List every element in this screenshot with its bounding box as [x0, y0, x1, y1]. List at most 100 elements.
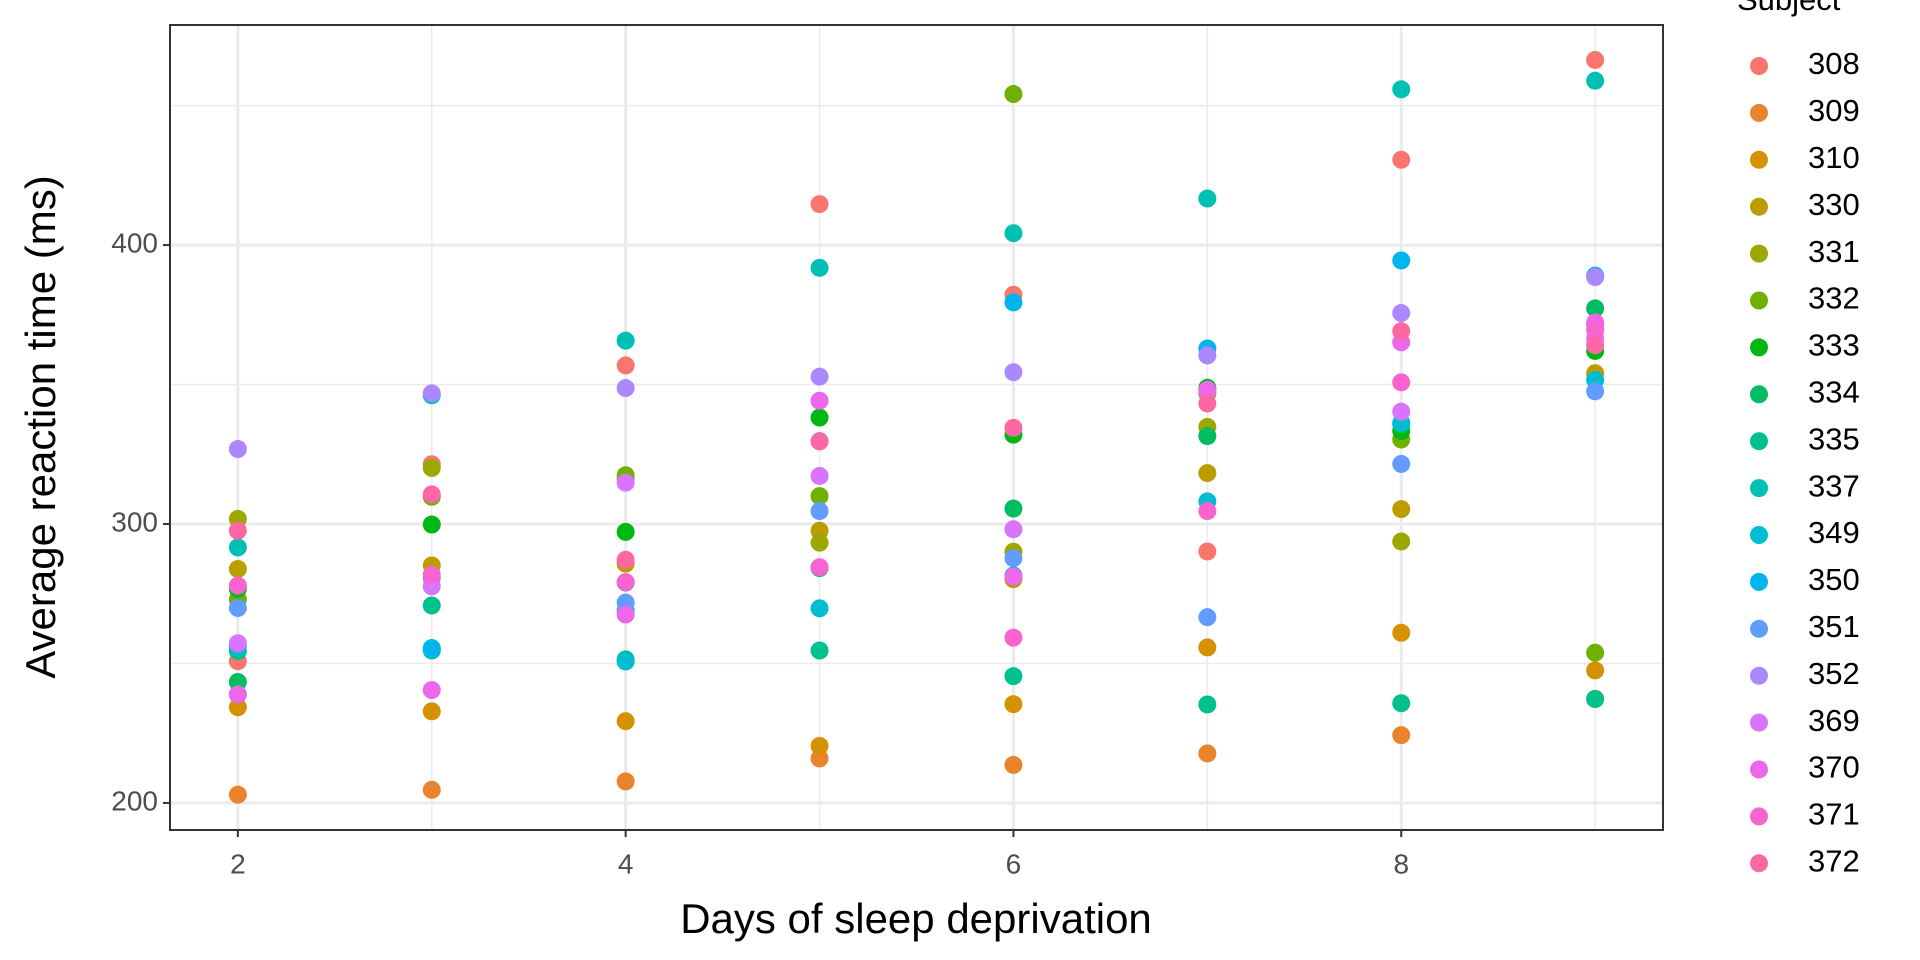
point	[1392, 251, 1411, 270]
x-axis-title: Days of sleep deprivation	[680, 895, 1152, 942]
legend-label: 369	[1808, 703, 1860, 738]
point	[1198, 189, 1217, 208]
point	[1004, 85, 1023, 104]
point	[1586, 336, 1605, 355]
legend-label: 349	[1808, 515, 1860, 550]
point	[1004, 224, 1023, 243]
point	[1586, 690, 1605, 709]
point	[616, 473, 635, 492]
point	[1004, 567, 1023, 586]
point	[228, 685, 247, 704]
point	[422, 596, 441, 615]
point	[616, 573, 635, 592]
legend-label: 372	[1808, 843, 1860, 878]
point	[810, 258, 829, 277]
point	[1586, 50, 1605, 69]
legend-label: 334	[1808, 374, 1860, 409]
point	[1198, 394, 1217, 413]
point	[616, 356, 635, 375]
legend-marker	[1750, 103, 1768, 122]
point	[1004, 520, 1023, 539]
point	[228, 634, 247, 653]
legend-marker	[1750, 479, 1768, 498]
point	[1004, 628, 1023, 647]
y-axis-title: Average reaction time (ms)	[17, 175, 64, 678]
point	[810, 408, 829, 427]
legend-marker	[1750, 150, 1768, 169]
x-tick-label: 8	[1393, 848, 1409, 879]
point	[1392, 454, 1411, 473]
legend-label: 308	[1808, 46, 1860, 81]
legend-marker	[1750, 338, 1768, 357]
point	[228, 785, 247, 804]
legend-marker	[1750, 666, 1768, 685]
point	[422, 639, 441, 658]
point	[810, 391, 829, 410]
legend-label: 331	[1808, 234, 1860, 269]
point	[228, 560, 247, 579]
point	[1392, 532, 1411, 551]
point	[810, 599, 829, 618]
point	[1392, 623, 1411, 642]
point	[1198, 608, 1217, 627]
point	[422, 384, 441, 403]
point	[1198, 744, 1217, 763]
legend-label: 337	[1808, 468, 1860, 503]
y-tick-label: 300	[111, 506, 158, 537]
legend-marker	[1750, 807, 1768, 826]
point	[1198, 464, 1217, 483]
point	[1004, 418, 1023, 437]
point	[616, 605, 635, 624]
point	[1392, 402, 1411, 421]
point	[1004, 363, 1023, 382]
point	[1392, 694, 1411, 713]
point	[1198, 638, 1217, 657]
point	[1586, 321, 1605, 340]
point	[228, 576, 247, 595]
point	[228, 598, 247, 617]
point	[422, 565, 441, 584]
point	[422, 485, 441, 504]
legend-label: 371	[1808, 797, 1860, 832]
point	[1198, 346, 1217, 365]
point	[422, 515, 441, 534]
point	[1004, 549, 1023, 568]
point	[616, 522, 635, 541]
legend-marker	[1750, 572, 1768, 591]
legend-marker	[1750, 854, 1768, 873]
point	[810, 367, 829, 386]
point	[616, 652, 635, 671]
legend-label: 330	[1808, 187, 1860, 222]
legend-marker	[1750, 57, 1768, 75]
point	[1392, 500, 1411, 519]
legend-marker	[1750, 244, 1768, 263]
y-tick-label: 200	[111, 785, 158, 816]
x-tick-label: 2	[230, 848, 246, 879]
point	[1004, 755, 1023, 774]
point	[1004, 499, 1023, 518]
point	[1586, 643, 1605, 662]
point	[1392, 80, 1411, 99]
point	[810, 466, 829, 485]
legend-label: 332	[1808, 281, 1860, 316]
legend-marker	[1750, 760, 1768, 779]
point	[1392, 304, 1411, 323]
point	[1198, 542, 1217, 561]
point	[1586, 299, 1605, 318]
point	[810, 533, 829, 552]
point	[1004, 667, 1023, 686]
point	[1586, 661, 1605, 680]
point	[1586, 71, 1605, 90]
panel-border	[169, 24, 1664, 831]
point	[1586, 382, 1605, 401]
point	[1586, 268, 1605, 287]
x-tick-label: 4	[618, 848, 634, 879]
legend-marker	[1750, 526, 1768, 544]
legend-marker	[1750, 619, 1768, 638]
legend-title: Subject	[1737, 0, 1841, 17]
point	[422, 681, 441, 700]
point	[1392, 150, 1411, 169]
legend-marker	[1750, 197, 1768, 216]
point	[1198, 695, 1217, 714]
point	[1198, 427, 1217, 446]
